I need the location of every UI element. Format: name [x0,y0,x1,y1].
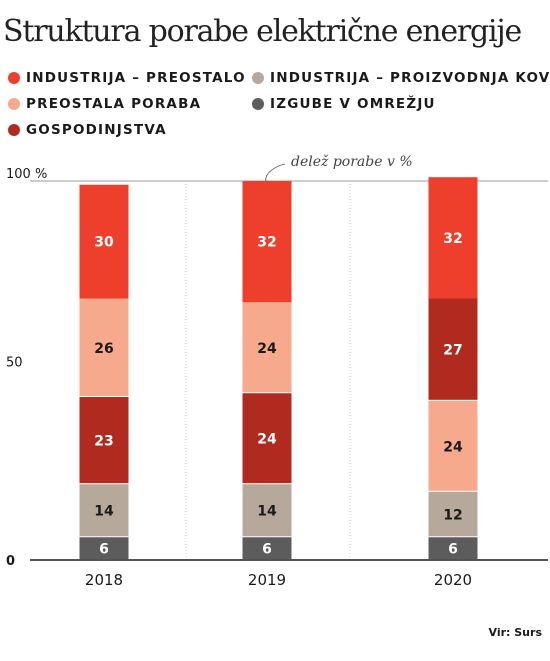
bar-value-label: 14 [257,504,277,520]
bar-value-label: 12 [443,508,462,524]
bar-segment [428,177,478,299]
bar-value-label: 24 [257,341,277,357]
bar-value-label: 6 [448,542,458,558]
bar-segment [79,184,129,299]
y-tick-label: 100 % [6,167,47,182]
bar-value-label: 27 [443,343,462,359]
annotation-pointer [265,163,286,182]
stacked-bar-chart: 6 14 23 26 30 6 14 24 24 32 6 12 24 27 32 0 50 100 % 2018… [6,153,548,589]
bar-value-label: 24 [443,439,463,455]
x-tick-label: 2019 [248,571,286,589]
legend-item-industrija-proizvodnja-kovin: INDUSTRIJA – PROIZVODNJA KOVIN [252,70,550,86]
bar-segment [79,484,129,537]
x-tick-label: 2018 [85,571,123,589]
bar-value-label: 6 [262,542,272,558]
bar-segment [428,537,478,559]
labels-layer: 6 14 23 26 30 6 14 24 24 32 6 12 24 27 32 [94,231,463,558]
bar-value-label: 24 [257,432,277,448]
legend-item-izgube-v-omrezju: IZGUBE V OMREŽJU [252,96,436,112]
bar-value-label: 32 [257,235,276,251]
legend-swatch [8,72,20,84]
legend-label: IZGUBE V OMREŽJU [270,96,436,112]
bar-segment [242,537,292,559]
bar-segment [79,298,129,397]
legend-label: PREOSTALA PORABA [26,96,202,112]
legend-label: GOSPODINJSTVA [26,122,167,138]
legend-item-industrija-preostalo: INDUSTRIJA – PREOSTALO [8,70,246,86]
bar-segment [242,302,292,393]
legend-label: INDUSTRIJA – PREOSTALO [26,70,246,86]
bar-segment [79,537,129,559]
bar-value-label: 14 [94,504,114,520]
bar-value-label: 23 [94,434,113,450]
bar-segment [242,393,292,484]
legend: INDUSTRIJA – PREOSTALO INDUSTRIJA – PROI… [0,68,550,148]
annotation-layer: delež porabe v % [265,153,413,182]
y-tick-label: 0 [6,554,15,569]
bar-value-label: 30 [94,235,114,251]
legend-swatch [8,98,20,110]
bar-segment [79,397,129,484]
axis-layer: 0 50 100 % 2018 2019 2020 [6,167,548,589]
bar-segment [428,400,478,491]
legend-item-gospodinjstva: GOSPODINJSTVA [8,122,167,138]
annotation-text: delež porabe v % [291,153,413,170]
source-note: Vir: Surs [488,626,542,639]
bar-segment [242,181,292,303]
legend-label: INDUSTRIJA – PROIZVODNJA KOVIN [270,70,550,86]
bar-segment [242,484,292,537]
bars-layer [79,177,478,559]
bar-value-label: 6 [99,542,109,558]
legend-swatch [252,98,264,110]
chart-title: Struktura porabe električne energije [3,14,522,49]
x-tick-label: 2020 [434,571,472,589]
legend-swatch [8,124,20,136]
legend-swatch [252,72,264,84]
y-tick-label: 50 [6,356,23,371]
bar-value-label: 32 [443,231,462,247]
bar-segment [428,298,478,400]
bar-value-label: 26 [94,341,113,357]
legend-item-preostala-poraba: PREOSTALA PORABA [8,96,201,112]
bar-segment [428,491,478,537]
